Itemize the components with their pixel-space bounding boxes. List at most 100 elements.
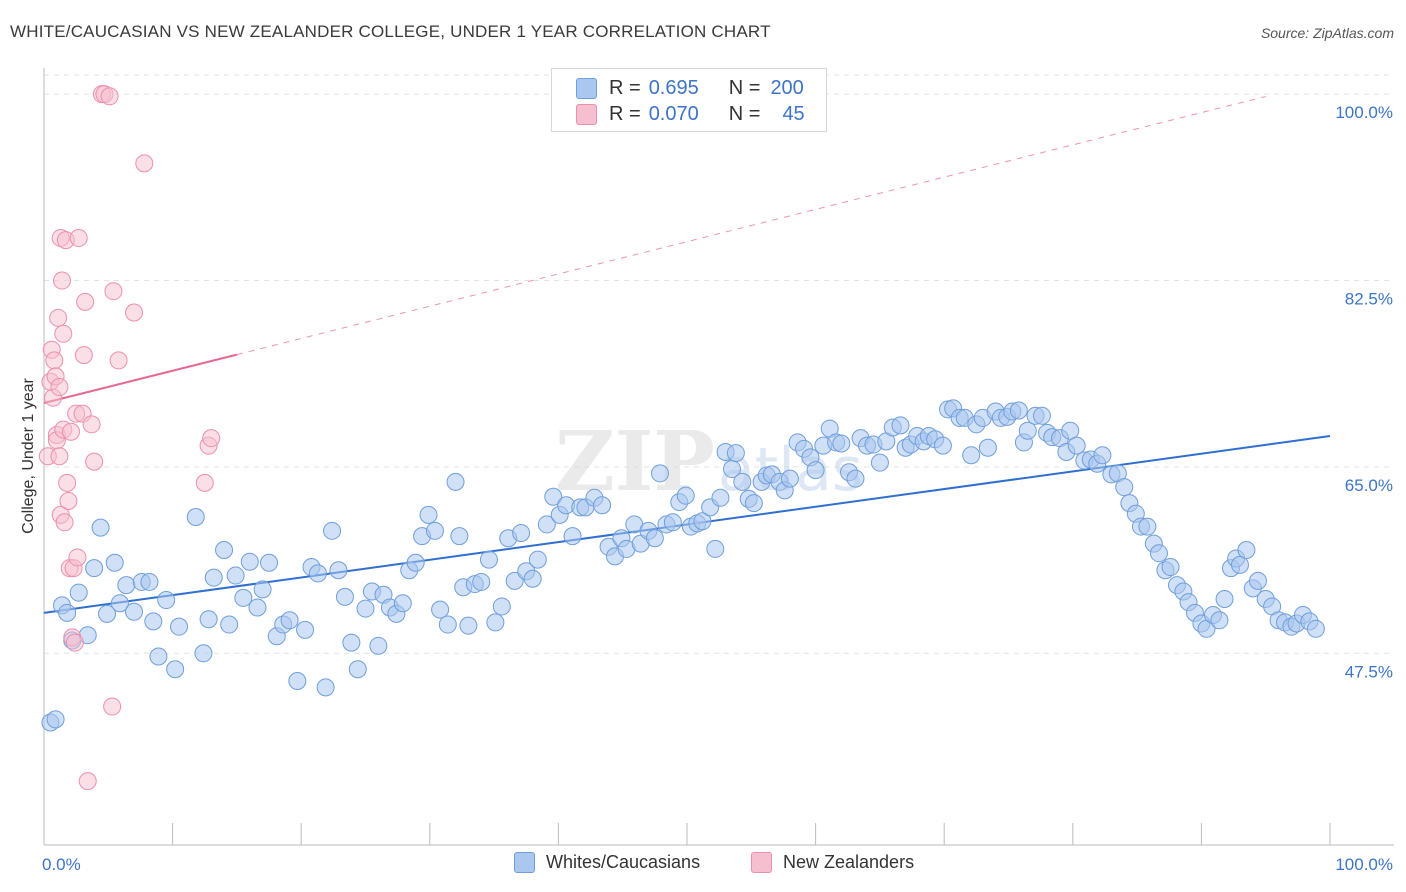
whites-point [1115, 478, 1134, 497]
whites-point [459, 616, 478, 635]
whites-point [806, 461, 825, 480]
whites-point [446, 472, 465, 491]
whites-point [780, 469, 799, 488]
whites-point [369, 636, 388, 655]
nz-point [62, 422, 81, 441]
legend: R = 0.695 N = 200 R = 0.070 N = 45 [551, 68, 827, 132]
nz-trend-line-solid [43, 353, 238, 404]
nz-point [69, 228, 88, 247]
whites-point [1237, 540, 1256, 559]
nz-point [125, 303, 144, 322]
whites-point [1093, 446, 1112, 465]
y-tick-label: 47.5% [1345, 662, 1393, 681]
whites-point [450, 527, 469, 546]
nz-point [202, 429, 221, 448]
whites-point [149, 647, 168, 666]
whites-point [438, 615, 457, 634]
whites-point [593, 496, 612, 515]
whites-point [199, 610, 218, 629]
whites-point [226, 566, 245, 585]
y-tick-label: 65.0% [1345, 476, 1393, 495]
whites-point [288, 671, 307, 690]
nz-trend-line-dashed [236, 95, 1266, 356]
whites-point [486, 613, 505, 632]
whites-point [472, 572, 491, 591]
whites-point [144, 612, 163, 631]
whites-point [170, 617, 189, 636]
nz-point [85, 452, 104, 471]
tick-labels: 47.5% 65.0% 82.5% 100.0% 0.0% 100.0% College, … [20, 103, 1393, 874]
whites-point [58, 603, 77, 622]
whites-point [676, 486, 695, 505]
nz-point [100, 87, 119, 106]
whites-point [537, 515, 556, 534]
whites-point [69, 583, 88, 602]
nz-point [58, 473, 77, 492]
whites-point [693, 512, 712, 531]
whites-point [194, 644, 213, 663]
whites-point [1215, 589, 1234, 608]
nz-point [68, 548, 87, 567]
y-tick-label: 100.0% [1335, 103, 1393, 122]
legend-n-value: 200 [770, 76, 804, 99]
whites-point [645, 529, 664, 548]
nz-point [54, 324, 73, 343]
whites-point [91, 518, 110, 537]
nz-point [65, 633, 84, 652]
legend-row-whites: R = 0.695 N = 200 [576, 76, 804, 100]
whites-point [726, 444, 745, 463]
whites-point [342, 633, 361, 652]
whites-point [280, 611, 299, 630]
whites-point [870, 453, 889, 472]
whites-point [528, 550, 547, 569]
legend-r-label: R = [609, 76, 641, 99]
chart-title: WHITE/CAUCASIAN VS NEW ZEALANDER COLLEGE… [10, 22, 771, 41]
whites-point [166, 660, 185, 679]
whites-point [962, 446, 981, 465]
whites-point [393, 594, 412, 613]
nz-point [59, 492, 78, 511]
whites-point [1067, 436, 1086, 455]
legend-r-label: R = [609, 102, 641, 125]
legend-n-value: 45 [782, 102, 805, 125]
whites-point [220, 615, 239, 634]
whites-point [248, 598, 267, 617]
whites-point [1210, 611, 1229, 630]
y-tick-label: 82.5% [1345, 290, 1393, 309]
nz-point [53, 271, 72, 290]
whites-point [523, 569, 542, 588]
whites-point [260, 553, 279, 572]
legend-n-label: N = [728, 76, 761, 99]
whites-point [296, 620, 315, 639]
whites-point [140, 572, 159, 591]
whites-point [234, 588, 253, 607]
bottom-legend-whites: Whites/Caucasians [514, 852, 700, 873]
whites-point [425, 521, 444, 540]
whites-point [240, 552, 259, 571]
whites-point [308, 564, 327, 583]
whites-point [431, 600, 450, 619]
nz-point [45, 351, 64, 370]
whites-point [1161, 558, 1180, 577]
nz-point [78, 772, 97, 791]
nz-point [49, 308, 68, 327]
whites-point [419, 505, 438, 524]
legend-r-value: 0.070 [648, 102, 699, 125]
whites-point [323, 521, 342, 540]
whites-point [1138, 517, 1157, 536]
source-label: Source: ZipAtlas.com [1260, 25, 1394, 41]
whites-point [706, 539, 725, 558]
nz-point [50, 447, 69, 466]
whites-point [253, 580, 272, 599]
whites-point [1149, 544, 1168, 563]
whites-point [492, 597, 511, 616]
legend-r-value: 0.695 [648, 76, 699, 99]
whites-point [1018, 421, 1037, 440]
whites-point [46, 710, 65, 729]
whites-point [744, 494, 763, 513]
nz-point [55, 513, 74, 532]
whites-point [335, 587, 354, 606]
whites-point [98, 604, 117, 623]
whites-point [1230, 555, 1249, 574]
